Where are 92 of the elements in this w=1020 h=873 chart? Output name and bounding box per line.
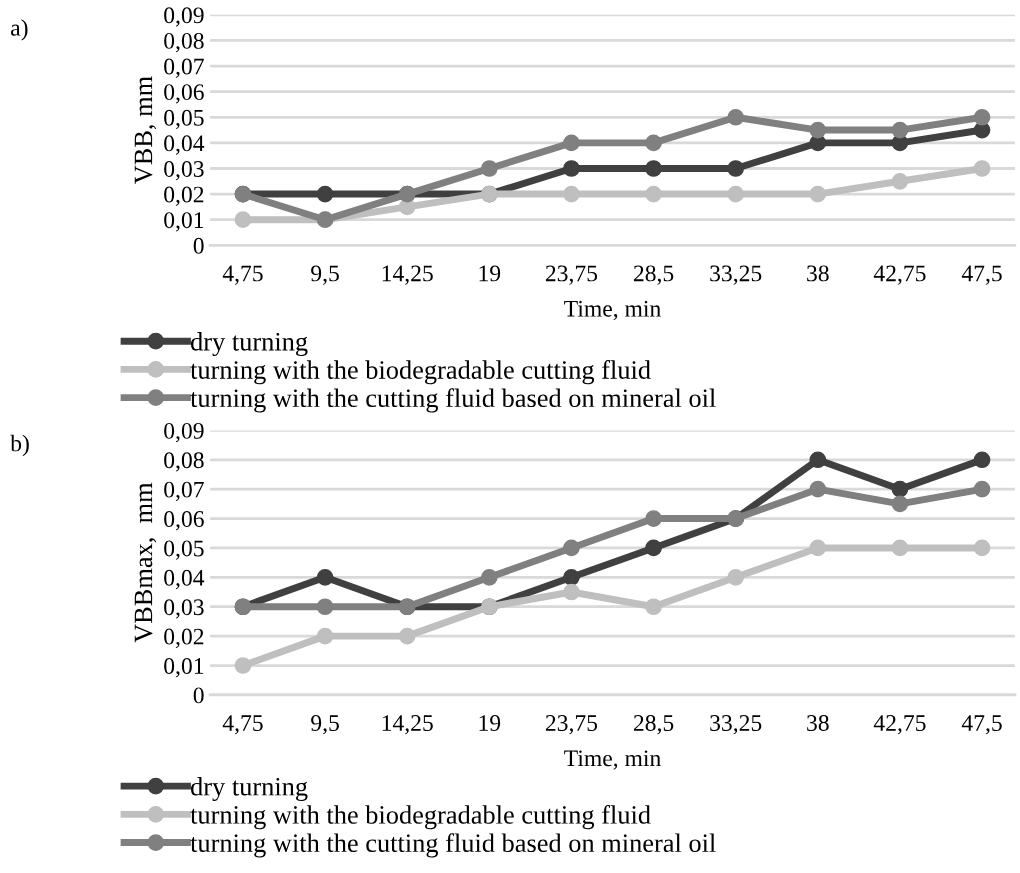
point [727,185,745,203]
x-tick-label: 14,25 [382,715,433,735]
y-tick-label: 0,03 [164,599,204,619]
point [316,185,334,203]
x-axis-title: Time, min [564,750,661,770]
y-tick-label: 0,02 [164,628,204,648]
point [727,160,745,177]
point [809,451,827,469]
y-axis-title: VBBmax, mm [134,482,157,643]
x-tick-label: 14,25 [382,265,433,285]
x-tick-label: 38 [807,265,829,282]
y-tick-label: 0,09 [164,422,204,443]
point [809,480,827,498]
point [316,569,334,586]
legend-label: dry turning [191,332,308,357]
legend-label: turning with the biodegradable cutting fluid [190,360,651,385]
point [563,569,580,586]
point [973,539,991,557]
point [973,108,991,126]
y-tick-label: 0,03 [164,160,204,181]
x-tick-label: 19 [479,715,501,731]
y-tick-label: 0,09 [164,7,204,27]
point [809,121,827,139]
point [891,480,909,498]
y-tick-label: 0,01 [164,212,204,232]
y-tick-label: 0,05 [164,540,204,560]
legend-label: turning with the biodegradable cutting fluid [190,805,651,830]
point [645,160,662,177]
x-tick-label: 47,5 [961,715,1002,735]
y-tick-label: 0,05 [164,109,204,130]
y-tick-label: 0,02 [164,186,204,206]
x-tick-label: 4,75 [222,715,263,735]
point [645,185,662,203]
point [645,510,662,527]
y-tick-label: 0,08 [164,452,204,472]
y-axis-title: VBB, mm [134,76,157,185]
point [234,211,252,229]
point [645,539,662,557]
x-tick-label: 33,25 [710,265,762,285]
point [973,451,991,469]
legend-label: turning with the cutting fluid based on mineral oil [190,388,716,413]
x-tick-label: 28,5 [633,265,674,285]
y-tick-label: 0,06 [164,84,204,104]
point [891,172,909,190]
x-tick-label: 19 [479,265,501,282]
point [316,627,334,645]
point [809,185,827,203]
text: b) [10,434,29,457]
x-tick-label: 28,5 [633,715,674,735]
y-tick-label: 0,08 [164,32,204,53]
point [480,160,498,177]
legend-label: dry turning [191,777,308,802]
legend-label: turning with the cutting fluid based on mineral oil [190,833,716,858]
point [563,539,580,557]
point [398,627,416,645]
x-tick-label: 9,5 [311,715,339,735]
x-tick-label: 4,75 [222,265,263,285]
point [973,160,991,177]
point [645,134,662,152]
y-tick-label: 0,07 [164,58,204,78]
point [973,480,991,498]
y-tick-label: 0 [193,687,204,704]
x-tick-label: 33,25 [710,715,762,735]
point [891,121,909,139]
x-tick-label: 42,75 [873,715,926,735]
x-tick-label: 23,75 [545,715,598,735]
text: a) [11,19,28,41]
point [234,657,252,674]
point [563,185,580,203]
y-tick-label: 0,07 [164,481,204,501]
point [480,569,498,586]
point [563,134,580,152]
x-tick-label: 9,5 [311,265,339,285]
point [316,598,334,616]
y-tick-label: 0,04 [164,569,205,590]
y-tick-label: 0,06 [164,511,204,531]
x-axis-title: Time, min [564,300,661,321]
point [563,160,580,177]
point [809,539,827,557]
point [891,539,909,557]
x-tick-label: 23,75 [545,265,598,285]
y-tick-label: 0 [193,237,204,254]
x-tick-label: 42,75 [873,265,926,285]
point [727,108,745,126]
y-tick-label: 0,04 [164,135,205,155]
point [727,569,745,586]
x-tick-label: 47,5 [961,265,1002,285]
point [891,495,909,513]
x-tick-label: 38 [807,715,829,731]
point [563,583,580,601]
y-tick-label: 0,01 [164,658,204,678]
point [645,598,662,616]
